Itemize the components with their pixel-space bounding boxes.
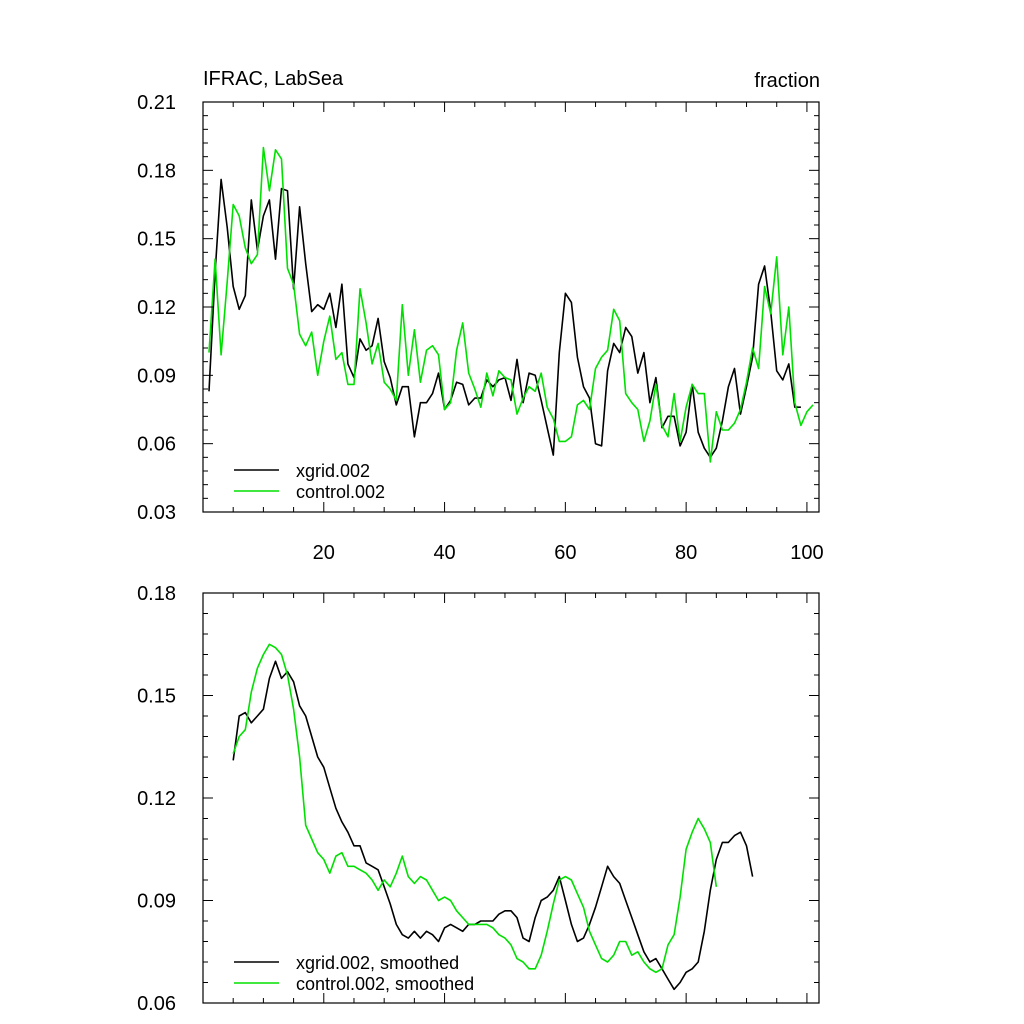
- y-tick-label: 0.18: [137, 160, 176, 182]
- series-line-xgrid: [232, 660, 754, 991]
- series-line-control: [232, 643, 718, 974]
- y-tick-label: 0.12: [137, 297, 176, 319]
- legend-label-control-smoothed: control.002, smoothed: [296, 974, 474, 994]
- y-tick-label: 0.12: [137, 788, 176, 810]
- legend: xgrid.002, smoothed control.002, smoothe…: [234, 953, 474, 994]
- x-tick-label: 60: [554, 542, 576, 564]
- x-tick-label: 80: [675, 542, 697, 564]
- x-tick-label: 40: [433, 542, 455, 564]
- y-tick-label: 0.09: [137, 891, 176, 913]
- y-tick-label: 0.06: [137, 993, 176, 1015]
- plot-frame: [202, 592, 820, 1004]
- y-tick-label: 0.09: [137, 365, 176, 387]
- y-tick-label: 0.15: [137, 686, 176, 708]
- y-tick-label: 0.18: [137, 583, 176, 605]
- legend-label-control: control.002: [296, 482, 385, 502]
- legend-label-xgrid-smoothed: xgrid.002, smoothed: [296, 953, 459, 973]
- plot-frame: [202, 101, 820, 513]
- legend: xgrid.002 control.002: [234, 461, 385, 502]
- legend-label-xgrid: xgrid.002: [296, 461, 370, 481]
- x-tick-label: 20: [313, 542, 335, 564]
- y-tick-label: 0.21: [137, 92, 176, 114]
- x-tick-label: 100: [790, 542, 823, 564]
- top-chart-panel: IFRAC, LabSea fraction 0.03 0.06 0.09 0.12 0…: [137, 68, 824, 564]
- y-tick-label: 0.03: [137, 502, 176, 524]
- y-tick-label: 0.06: [137, 434, 176, 456]
- series-line-control: [208, 146, 814, 463]
- units-label: fraction: [754, 70, 820, 92]
- chart-title: IFRAC, LabSea: [203, 68, 344, 90]
- y-tick-label: 0.15: [137, 229, 176, 251]
- bottom-chart-panel: 0.06 0.09 0.12 0.15 0.18 xgrid.002, smoothed…: [137, 583, 820, 1015]
